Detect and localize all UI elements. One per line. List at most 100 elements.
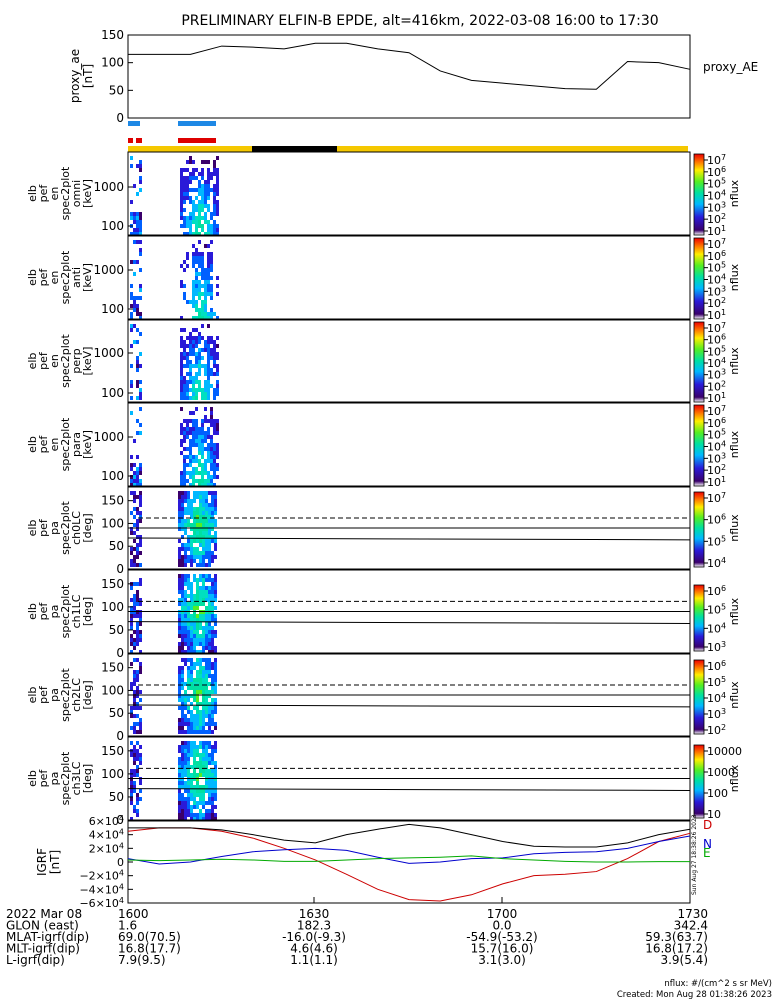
spectrogram-cell — [208, 710, 211, 714]
spectrogram-cell — [190, 563, 193, 567]
spectrogram-cell — [136, 396, 139, 400]
spectrogram-cell — [198, 368, 201, 372]
spectrogram-cell — [139, 670, 142, 674]
spectrogram-cell — [202, 614, 205, 618]
spectrogram-cell — [184, 559, 187, 563]
spectrogram-cell — [207, 280, 210, 284]
spectrogram-cell — [139, 491, 142, 495]
spectrogram-cell — [139, 180, 142, 184]
colorbar-tick-label: 106 — [707, 249, 726, 263]
spectrogram-cell — [136, 340, 139, 344]
spectrogram-cell — [184, 563, 187, 567]
spectrogram-cell — [180, 384, 183, 388]
spectrogram-cell — [136, 368, 139, 372]
spectrogram-cell — [192, 296, 195, 300]
spectrogram-cell — [133, 682, 136, 686]
y-tick-label: 2×104 — [89, 841, 124, 855]
spectrogram-cell — [199, 702, 202, 706]
spectrogram-cell — [186, 372, 189, 376]
spectrogram-cell — [205, 809, 208, 813]
spectrogram-cell — [181, 582, 184, 586]
spectrogram-cell — [196, 539, 199, 543]
spectrogram-cell — [186, 168, 189, 172]
spectrogram-cell — [184, 618, 187, 622]
spectrogram-cell — [210, 411, 213, 415]
spectrogram-cell — [193, 626, 196, 630]
spectrogram-cell — [199, 642, 202, 646]
spectrogram-cell — [130, 781, 133, 785]
x-row-value: 0.0 — [492, 919, 511, 933]
spectrogram-cell — [199, 666, 202, 670]
spectrogram-cell — [202, 602, 205, 606]
spectrogram-cell — [207, 455, 210, 459]
spectrogram-cell — [207, 419, 210, 423]
spectrogram-cell — [204, 300, 207, 304]
spectrogram-cell — [213, 228, 216, 232]
spectrogram-cell — [183, 340, 186, 344]
spectrogram-cell — [183, 431, 186, 435]
spectrogram-cell — [192, 232, 195, 236]
spectrogram-cell — [198, 264, 201, 268]
spectrogram-cell — [178, 555, 181, 559]
spectrogram-cell — [139, 364, 142, 368]
spectrogram-cell — [205, 674, 208, 678]
spectrogram-cell — [195, 380, 198, 384]
spectrogram-cell — [211, 511, 214, 515]
spectrogram-cell — [204, 439, 207, 443]
spectrogram-cell — [198, 232, 201, 236]
spectrogram-cell — [136, 523, 139, 527]
spectrogram-cell — [190, 674, 193, 678]
spectrogram-cell — [183, 196, 186, 200]
spectrogram-cell — [199, 690, 202, 694]
spectrogram-cell — [136, 757, 139, 761]
spectrogram-cell — [202, 773, 205, 777]
spectrogram-cell — [193, 761, 196, 765]
spectrogram-cell — [198, 292, 201, 296]
spectrogram-cell — [208, 642, 211, 646]
spectrogram-cell — [195, 364, 198, 368]
spectrogram-cell — [133, 642, 136, 646]
loss-cone-solid — [127, 788, 691, 791]
spectrogram-cell — [130, 491, 133, 495]
spectrogram-cell — [211, 710, 214, 714]
spectrogram-cell — [178, 726, 181, 730]
spectrogram-cell — [196, 690, 199, 694]
spectrogram-cell — [184, 730, 187, 734]
spectrogram-cell — [204, 407, 207, 411]
spectrogram-cell — [139, 164, 142, 168]
spectrogram-cell — [199, 753, 202, 757]
spectrogram-cell — [195, 344, 198, 348]
panel-frame — [127, 34, 691, 119]
spectrogram-cell — [216, 168, 219, 172]
spectrogram-cell — [139, 248, 142, 252]
spectrogram-cell — [193, 574, 196, 578]
spectrogram-cell — [187, 499, 190, 503]
spectrogram-cell — [181, 523, 184, 527]
spectrogram-cell — [208, 539, 211, 543]
spectrogram-cell — [136, 813, 139, 817]
spectrogram-cell — [190, 586, 193, 590]
spectrogram-cell — [211, 559, 214, 563]
spectrogram-cell — [195, 427, 198, 431]
spectrogram-cell — [193, 726, 196, 730]
spectrogram-cell — [178, 634, 181, 638]
spectrogram-cell — [183, 356, 186, 360]
spectrogram-cell — [211, 626, 214, 630]
spectrogram-cell — [184, 749, 187, 753]
spectrogram-cell — [136, 753, 139, 757]
spectrogram-cell — [184, 551, 187, 555]
spectrogram-cell — [211, 797, 214, 801]
spectrogram-cell — [207, 268, 210, 272]
spectrogram-cell — [214, 650, 217, 654]
spectrogram-cell — [213, 356, 216, 360]
spectrogram-cell — [180, 372, 183, 376]
spectrogram-cell — [184, 650, 187, 654]
spectrogram-cell — [180, 443, 183, 447]
spectrogram-cell — [189, 188, 192, 192]
spectrogram-cell — [202, 682, 205, 686]
spectrogram-cell — [198, 348, 201, 352]
spectrogram-cell — [196, 507, 199, 511]
spectrogram-cell — [204, 184, 207, 188]
spectrogram-cell — [192, 380, 195, 384]
spectrogram-cell — [201, 264, 204, 268]
